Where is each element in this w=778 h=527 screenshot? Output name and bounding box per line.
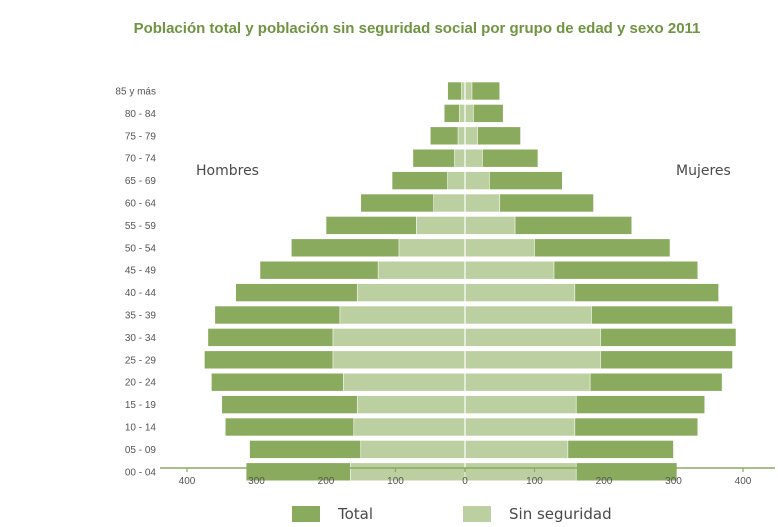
bar-hombres-sin-seguridad [377, 260, 466, 280]
bar-hombres-sin-seguridad [433, 193, 466, 213]
age-group-label: 00 - 04 [125, 467, 157, 478]
x-tick-label: 400 [735, 476, 752, 487]
age-group-label: 15 - 19 [125, 400, 157, 411]
bar-mujeres-sin-seguridad [464, 260, 555, 280]
age-group-label: 75 - 79 [125, 131, 157, 142]
age-group-label: 10 - 14 [125, 423, 157, 434]
bar-hombres-sin-seguridad [339, 305, 466, 325]
age-group-label: 70 - 74 [125, 154, 157, 165]
mujeres-label: Mujeres [676, 163, 731, 179]
bar-hombres-sin-seguridad [332, 328, 466, 347]
bar-mujeres-sin-seguridad [464, 395, 577, 414]
bar-hombres-sin-seguridad [398, 238, 466, 258]
bar-mujeres-sin-seguridad [464, 417, 576, 437]
age-group-label: 35 - 39 [125, 311, 157, 322]
bar-mujeres-sin-seguridad [464, 283, 576, 302]
bar-mujeres-sin-seguridad [464, 372, 591, 392]
age-group-label: 40 - 44 [125, 288, 157, 299]
bar-hombres-sin-seguridad [416, 216, 466, 235]
x-tick-label: 200 [318, 476, 335, 487]
x-tick-label: 300 [665, 476, 682, 487]
bar-mujeres-sin-seguridad [464, 81, 473, 101]
legend-total-label: Total [338, 505, 374, 523]
legend-sin-seguridad: Sin seguridad [463, 504, 612, 524]
bar-mujeres-sin-seguridad [464, 238, 535, 258]
age-group-label: 60 - 64 [125, 199, 157, 210]
bar-mujeres-sin-seguridad [464, 171, 490, 190]
bar-mujeres-sin-seguridad [464, 440, 569, 459]
age-group-label: 20 - 24 [125, 378, 157, 389]
bar-mujeres-sin-seguridad [464, 305, 592, 325]
bar-hombres-sin-seguridad [356, 283, 466, 302]
age-group-label: 85 y más [115, 87, 156, 98]
age-group-label: 25 - 29 [125, 355, 157, 366]
chart-title: Población total y población sin segurida… [133, 20, 701, 37]
age-group-label: 50 - 54 [125, 243, 157, 254]
bar-hombres-sin-seguridad [360, 440, 466, 459]
x-tick-label: 400 [179, 476, 196, 487]
hombres-label: Hombres [196, 163, 259, 179]
bar-mujeres-sin-seguridad [464, 350, 601, 370]
bar-hombres-sin-seguridad [457, 126, 466, 146]
bar-hombres-sin-seguridad [356, 395, 466, 414]
legend-total-swatch [292, 506, 320, 522]
age-group-label: 65 - 69 [125, 176, 157, 187]
bar-hombres-sin-seguridad [459, 104, 466, 123]
bar-hombres-sin-seguridad [454, 148, 466, 168]
age-group-label: 45 - 49 [125, 266, 157, 277]
age-group-label: 80 - 84 [125, 109, 157, 120]
age-group-label: 05 - 09 [125, 445, 157, 456]
x-tick-label: 100 [526, 476, 543, 487]
bar-mujeres-sin-seguridad [464, 104, 474, 123]
bar-hombres-sin-seguridad [332, 350, 466, 370]
bar-mujeres-sin-seguridad [464, 148, 483, 168]
x-tick-label: 0 [462, 476, 468, 487]
bar-hombres-sin-seguridad [447, 171, 466, 190]
legend-sin-seguridad-label: Sin seguridad [509, 505, 612, 523]
age-group-label: 55 - 59 [125, 221, 157, 232]
bar-mujeres-sin-seguridad [464, 126, 478, 146]
bar-hombres-sin-seguridad [350, 462, 466, 482]
x-tick-label: 300 [248, 476, 265, 487]
bar-mujeres-sin-seguridad [464, 193, 501, 213]
legend-total: Total [292, 504, 373, 524]
bar-mujeres-sin-seguridad [464, 462, 577, 482]
x-tick-label: 200 [596, 476, 613, 487]
bar-hombres-sin-seguridad [343, 372, 466, 392]
age-group-label: 30 - 34 [125, 333, 157, 344]
bar-hombres-sin-seguridad [353, 417, 466, 437]
bar-mujeres-sin-seguridad [464, 328, 601, 347]
x-tick-label: 100 [387, 476, 404, 487]
bar-mujeres-sin-seguridad [464, 216, 516, 235]
legend-sin-seguridad-swatch [463, 506, 491, 522]
